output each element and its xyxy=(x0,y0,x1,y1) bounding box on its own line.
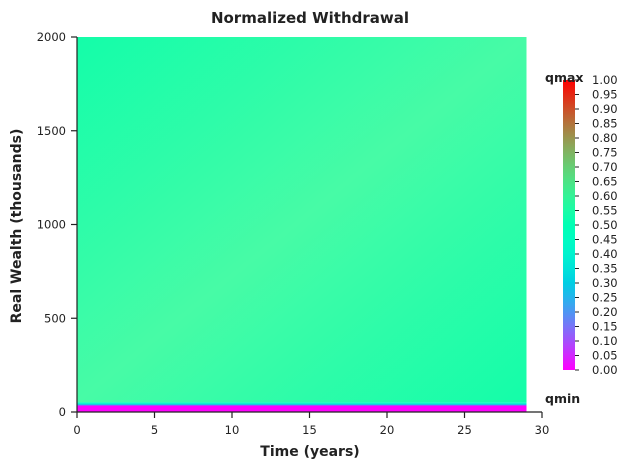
colorbar-tick-label: 0.65 xyxy=(592,175,618,189)
y-tick-label: 2000 xyxy=(37,30,66,44)
colorbar-gradient xyxy=(563,80,575,370)
colorbar-tick-label: 1.00 xyxy=(592,73,618,87)
y-tick-label: 1000 xyxy=(37,218,66,232)
x-axis-label: Time (years) xyxy=(260,444,359,460)
x-axis: 0 5 10 15 20 25 30 xyxy=(73,411,550,437)
heatmap-texture xyxy=(77,37,527,403)
chart-title: Normalized Withdrawal xyxy=(211,9,409,27)
heatmap-band xyxy=(77,405,527,412)
heatmap-band xyxy=(77,403,527,405)
y-tick-label: 0 xyxy=(59,405,66,419)
colorbar-tick-label: 0.90 xyxy=(592,102,618,116)
colorbar-ticks: 0.000.050.100.150.200.250.300.350.400.45… xyxy=(575,73,618,377)
colorbar-tick-label: 0.15 xyxy=(592,320,618,334)
colorbar-tick-label: 0.70 xyxy=(592,160,618,174)
colorbar-qmin-label: qmin xyxy=(545,391,580,406)
colorbar-tick-label: 0.10 xyxy=(592,334,618,348)
colorbar-tick-label: 0.00 xyxy=(592,363,618,377)
colorbar-tick-label: 0.45 xyxy=(592,233,618,247)
x-tick-label: 10 xyxy=(225,423,240,437)
x-tick-label: 5 xyxy=(151,423,158,437)
colorbar-tick-label: 0.80 xyxy=(592,131,618,145)
y-axis: 0 500 1000 1500 2000 xyxy=(37,30,78,419)
colorbar-qmax-label: qmax xyxy=(545,70,583,85)
y-axis-label: Real Wealth (thousands) xyxy=(9,129,25,324)
colorbar-tick-label: 0.75 xyxy=(592,146,618,160)
x-tick-label: 30 xyxy=(535,423,550,437)
colorbar-tick-label: 0.40 xyxy=(592,247,618,261)
colorbar-tick-label: 0.20 xyxy=(592,305,618,319)
colorbar-tick-label: 0.25 xyxy=(592,291,618,305)
colorbar-tick-label: 0.60 xyxy=(592,189,618,203)
colorbar-tick-label: 0.55 xyxy=(592,204,618,218)
heatmap xyxy=(77,37,527,412)
colorbar-tick-label: 0.85 xyxy=(592,117,618,131)
colorbar-tick-label: 0.50 xyxy=(592,218,618,232)
y-tick-label: 500 xyxy=(44,311,66,325)
x-tick-label: 25 xyxy=(457,423,472,437)
x-tick-label: 20 xyxy=(380,423,395,437)
y-tick-label: 1500 xyxy=(37,124,66,138)
colorbar-tick-label: 0.95 xyxy=(592,88,618,102)
heatmap-band xyxy=(77,402,527,404)
x-tick-label: 15 xyxy=(302,423,317,437)
heatmap-band xyxy=(77,404,527,406)
x-tick-label: 0 xyxy=(73,423,80,437)
colorbar-tick-label: 0.30 xyxy=(592,276,618,290)
colorbar-tick-label: 0.35 xyxy=(592,262,618,276)
colorbar-tick-label: 0.05 xyxy=(592,349,618,363)
colorbar: 0.000.050.100.150.200.250.300.350.400.45… xyxy=(563,73,618,377)
